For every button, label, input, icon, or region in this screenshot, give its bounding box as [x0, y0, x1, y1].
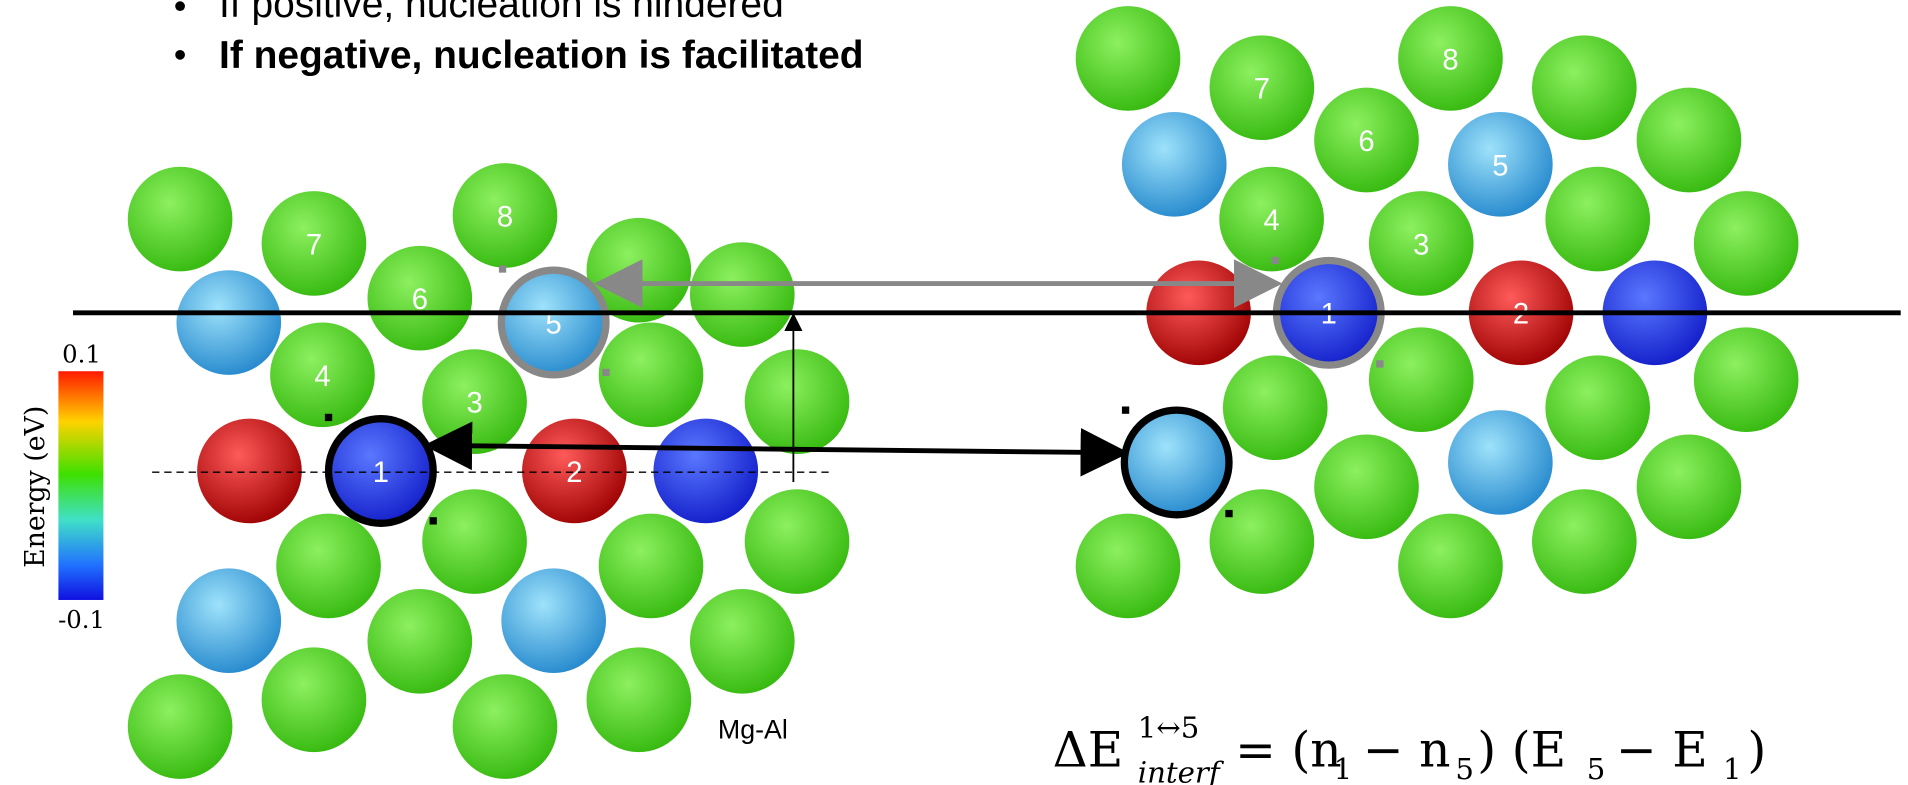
atom: [176, 568, 281, 673]
atom: [1398, 514, 1503, 619]
eq-sub: interf: [1138, 755, 1225, 785]
atom: [262, 647, 367, 752]
atom: [745, 349, 850, 454]
atom-label: 4: [1263, 205, 1279, 237]
atom: [1637, 434, 1742, 539]
atom: [690, 589, 795, 694]
atom: [1694, 327, 1799, 432]
atom: [1637, 88, 1742, 193]
atom-label: 2: [566, 457, 582, 489]
atom: [128, 674, 233, 779]
atom-label: 6: [1358, 126, 1374, 158]
bullet-dot: [175, 50, 185, 60]
atom: [1122, 112, 1227, 217]
eq-term: − E: [1616, 723, 1708, 779]
atom: [128, 167, 233, 272]
atom-label: 5: [1492, 150, 1508, 182]
eq-sup: 1↔5: [1138, 710, 1200, 744]
eq-sub: 5: [1455, 752, 1474, 785]
eq-term: ): [1747, 723, 1766, 779]
colorbar-max: 0.1: [62, 340, 101, 369]
atom: [1210, 489, 1315, 594]
atom-label: 8: [497, 201, 513, 233]
atom: [367, 589, 472, 694]
bullet-dot: [175, 1, 185, 11]
atom-label: 4: [314, 361, 330, 393]
cluster-caption: Mg-Al: [718, 715, 788, 745]
colorbar: [58, 371, 103, 600]
bullet: If positive, nucleation is hindered: [219, 0, 784, 26]
atom: [1223, 355, 1328, 460]
atom: [1076, 514, 1181, 619]
atom: [653, 419, 758, 524]
colorbar-min: -0.1: [58, 605, 105, 634]
atom: [1369, 327, 1474, 432]
atom-label: 7: [1254, 74, 1270, 106]
eq-term: ΔE: [1053, 723, 1124, 779]
atom: [453, 674, 558, 779]
atom: [176, 270, 281, 375]
atom: [599, 514, 704, 619]
atom: [690, 242, 795, 347]
eq-sub: 5: [1587, 752, 1606, 785]
atom: [1076, 6, 1181, 111]
bullet: If negative, nucleation is facilitated: [219, 34, 864, 77]
atom: [1545, 355, 1650, 460]
slide: If positive, nucleation is hindered If n…: [0, 0, 1908, 785]
atom: [501, 568, 606, 673]
atoms: 7865431278654312: [128, 6, 1799, 779]
atom: [276, 514, 381, 619]
atom: [1532, 35, 1637, 140]
atom-label: 3: [1413, 229, 1429, 261]
atom: [1532, 489, 1637, 594]
atom-label: 8: [1442, 44, 1458, 76]
atom: [599, 323, 704, 428]
atom-label: 3: [466, 388, 482, 420]
equation: ΔE 1↔5 interf = (n 1 − n 5 ) (E 5 − E 1 …: [1053, 710, 1767, 785]
eq-sub: 1: [1334, 752, 1353, 785]
atom: [1124, 410, 1229, 515]
atom: [587, 647, 692, 752]
eq-term: ) (E: [1477, 723, 1566, 779]
eq-sub: 1: [1723, 752, 1742, 785]
colorbar-title: Energy (eV): [20, 406, 51, 568]
atom: [197, 419, 302, 524]
atom-label: 1: [373, 457, 389, 489]
atom: [422, 489, 527, 594]
page: If positive, nucleation is hindered If n…: [0, 0, 1908, 785]
atom: [1694, 191, 1799, 296]
atom-label: 7: [306, 229, 322, 261]
atom: [1448, 410, 1553, 515]
eq-term: = (n: [1235, 723, 1342, 779]
atom: [1545, 167, 1650, 272]
atom: [745, 489, 850, 594]
atom: [1314, 434, 1419, 539]
eq-term: − n: [1363, 723, 1451, 779]
